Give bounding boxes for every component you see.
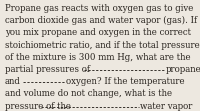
Text: propane: propane bbox=[166, 65, 200, 74]
Text: Propane gas reacts with oxygen gas to give: Propane gas reacts with oxygen gas to gi… bbox=[5, 4, 193, 13]
Text: you mix propane and oxygen in the correct: you mix propane and oxygen in the correc… bbox=[5, 28, 191, 37]
Text: partial pressures of: partial pressures of bbox=[5, 65, 90, 74]
Text: and volume do not change, what is the: and volume do not change, what is the bbox=[5, 89, 172, 98]
Text: and: and bbox=[5, 77, 21, 86]
Text: oxygen? If the temperature: oxygen? If the temperature bbox=[66, 77, 185, 86]
Text: carbon dioxide gas and water vapor (gas). If: carbon dioxide gas and water vapor (gas)… bbox=[5, 16, 197, 25]
Text: of the mixture is 300 mm Hg, what are the: of the mixture is 300 mm Hg, what are th… bbox=[5, 53, 191, 62]
Text: pressure of the: pressure of the bbox=[5, 102, 71, 111]
Text: stoichiometric ratio, and if the total pressure: stoichiometric ratio, and if the total p… bbox=[5, 41, 200, 50]
Text: water vapor: water vapor bbox=[140, 102, 192, 111]
